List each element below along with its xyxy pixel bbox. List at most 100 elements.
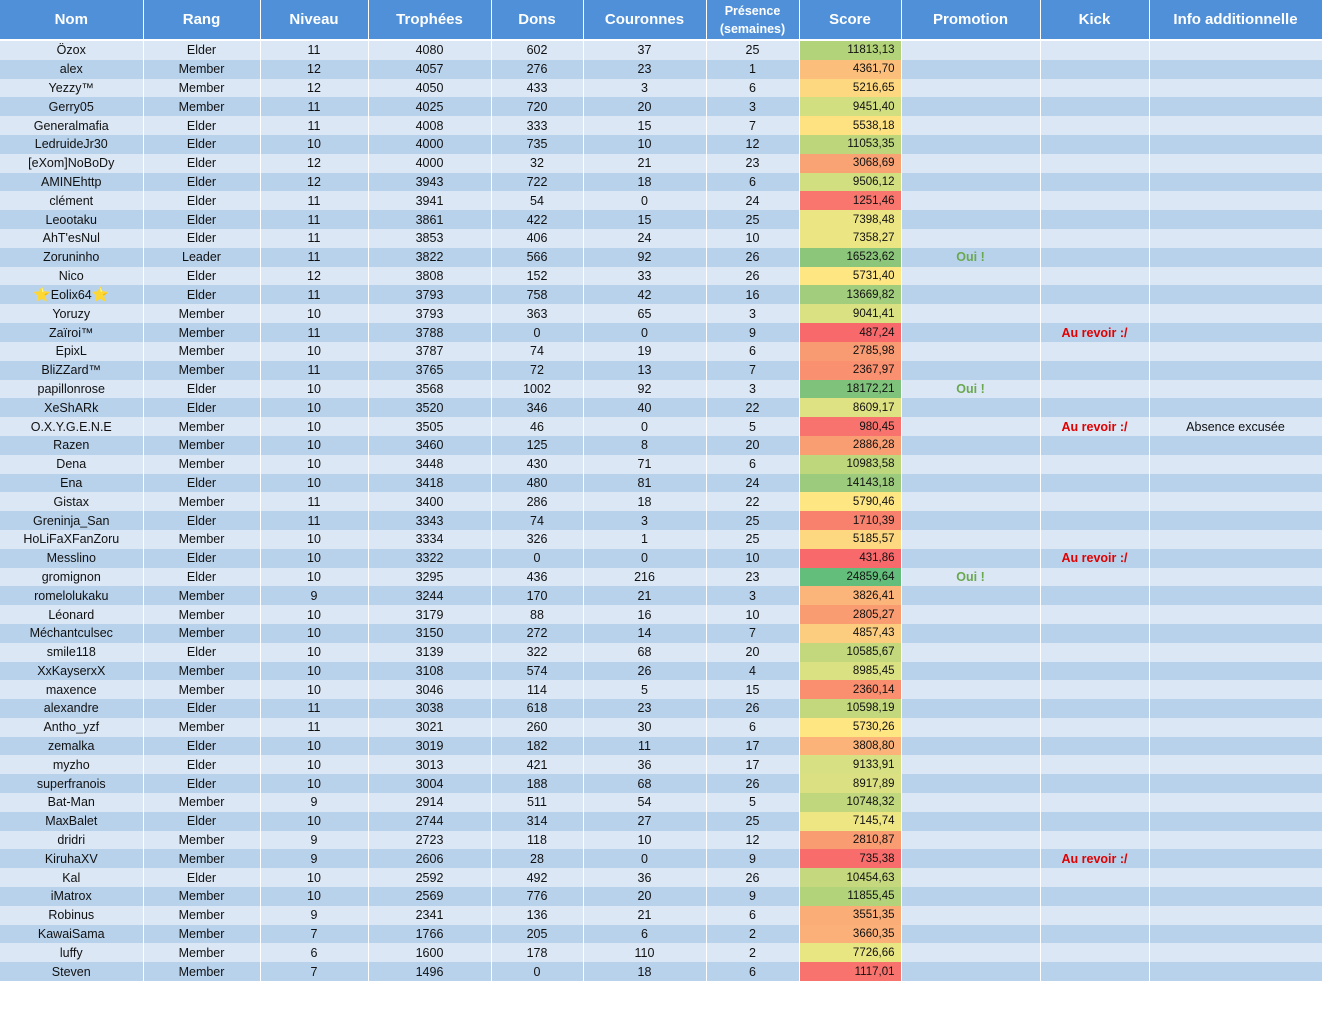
crowns-cell[interactable]: 26 xyxy=(583,661,707,681)
promotion-cell[interactable] xyxy=(901,755,1041,775)
name-cell[interactable]: Messlino xyxy=(0,548,144,568)
name-cell[interactable]: Méchantculsec xyxy=(0,623,144,643)
score-cell[interactable]: 4361,70 xyxy=(799,59,902,79)
kick-cell[interactable]: Au revoir :/ xyxy=(1040,323,1150,342)
crowns-cell[interactable]: 15 xyxy=(583,116,707,135)
promotion-cell[interactable] xyxy=(901,285,1041,305)
kick-cell[interactable] xyxy=(1040,473,1150,493)
score-cell[interactable]: 487,24 xyxy=(799,323,902,342)
presence-cell[interactable]: 3 xyxy=(706,379,800,399)
score-cell[interactable]: 10585,67 xyxy=(799,642,902,662)
presence-cell[interactable]: 6 xyxy=(706,172,800,192)
donations-cell[interactable]: 46 xyxy=(491,417,584,436)
kick-cell[interactable] xyxy=(1040,360,1150,380)
kick-cell[interactable] xyxy=(1040,755,1150,775)
score-cell[interactable]: 7358,27 xyxy=(799,228,902,248)
promotion-cell[interactable] xyxy=(901,642,1041,662)
crowns-cell[interactable]: 33 xyxy=(583,266,707,286)
promotion-cell[interactable] xyxy=(901,228,1041,248)
name-cell[interactable]: ⭐Eolix64⭐ xyxy=(0,285,144,305)
level-cell[interactable]: 12 xyxy=(260,153,369,173)
rank-cell[interactable]: Member xyxy=(143,943,261,963)
promotion-cell[interactable] xyxy=(901,774,1041,794)
name-cell[interactable]: MaxBalet xyxy=(0,811,144,831)
name-cell[interactable]: EpixL xyxy=(0,341,144,361)
donations-cell[interactable]: 436 xyxy=(491,567,584,587)
column-header-presence[interactable]: Présence (semaines) xyxy=(706,0,800,41)
score-cell[interactable]: 3660,35 xyxy=(799,924,902,944)
score-cell[interactable]: 8917,89 xyxy=(799,774,902,794)
info-cell[interactable] xyxy=(1149,116,1322,135)
crowns-cell[interactable]: 40 xyxy=(583,398,707,418)
level-cell[interactable]: 11 xyxy=(260,97,369,117)
trophies-cell[interactable]: 3004 xyxy=(368,774,492,794)
level-cell[interactable]: 10 xyxy=(260,435,369,455)
presence-cell[interactable]: 25 xyxy=(706,40,800,60)
trophies-cell[interactable]: 4000 xyxy=(368,153,492,173)
donations-cell[interactable]: 480 xyxy=(491,473,584,493)
promotion-cell[interactable] xyxy=(901,830,1041,850)
level-cell[interactable]: 10 xyxy=(260,454,369,474)
donations-cell[interactable]: 136 xyxy=(491,905,584,925)
donations-cell[interactable]: 326 xyxy=(491,529,584,549)
level-cell[interactable]: 10 xyxy=(260,623,369,643)
score-cell[interactable]: 5538,18 xyxy=(799,116,902,135)
kick-cell[interactable] xyxy=(1040,379,1150,399)
table-row[interactable]: iMatrox Member 10 2569 776 20 9 11855,45 xyxy=(0,887,1322,906)
rank-cell[interactable]: Elder xyxy=(143,642,261,662)
table-row[interactable]: Gistax Member 11 3400 286 18 22 5790,46 xyxy=(0,492,1322,512)
crowns-cell[interactable]: 11 xyxy=(583,736,707,756)
trophies-cell[interactable]: 2341 xyxy=(368,905,492,925)
score-cell[interactable]: 5216,65 xyxy=(799,78,902,98)
kick-cell[interactable] xyxy=(1040,905,1150,925)
trophies-cell[interactable]: 3334 xyxy=(368,529,492,549)
promotion-cell[interactable] xyxy=(901,793,1041,812)
kick-cell[interactable] xyxy=(1040,59,1150,79)
table-row[interactable]: papillonrose Elder 10 3568 1002 92 3 18172,21 Ou… xyxy=(0,379,1322,399)
trophies-cell[interactable]: 3765 xyxy=(368,360,492,380)
presence-cell[interactable]: 9 xyxy=(706,323,800,342)
kick-cell[interactable] xyxy=(1040,285,1150,305)
kick-cell[interactable] xyxy=(1040,811,1150,831)
presence-cell[interactable]: 9 xyxy=(706,849,800,869)
name-cell[interactable]: Dena xyxy=(0,454,144,474)
kick-cell[interactable] xyxy=(1040,774,1150,794)
kick-cell[interactable] xyxy=(1040,887,1150,906)
level-cell[interactable]: 10 xyxy=(260,398,369,418)
score-cell[interactable]: 3826,41 xyxy=(799,586,902,606)
name-cell[interactable]: Robinus xyxy=(0,905,144,925)
info-cell[interactable] xyxy=(1149,172,1322,192)
trophies-cell[interactable]: 3793 xyxy=(368,285,492,305)
kick-cell[interactable] xyxy=(1040,228,1150,248)
promotion-cell[interactable] xyxy=(901,341,1041,361)
kick-cell[interactable] xyxy=(1040,623,1150,643)
name-cell[interactable]: gromignon xyxy=(0,567,144,587)
trophies-cell[interactable]: 2914 xyxy=(368,793,492,812)
presence-cell[interactable]: 10 xyxy=(706,548,800,568)
donations-cell[interactable]: 260 xyxy=(491,717,584,737)
donations-cell[interactable]: 322 xyxy=(491,642,584,662)
name-cell[interactable]: Leootaku xyxy=(0,210,144,229)
kick-cell[interactable] xyxy=(1040,924,1150,944)
info-cell[interactable] xyxy=(1149,511,1322,530)
kick-cell[interactable] xyxy=(1040,78,1150,98)
info-cell[interactable] xyxy=(1149,830,1322,850)
crowns-cell[interactable]: 0 xyxy=(583,849,707,869)
rank-cell[interactable]: Member xyxy=(143,962,261,982)
rank-cell[interactable]: Elder xyxy=(143,868,261,888)
table-row[interactable]: gromignon Elder 10 3295 436 216 23 24859,64 Oui … xyxy=(0,567,1322,587)
name-cell[interactable]: HoLiFaXFanZoru xyxy=(0,529,144,549)
table-row[interactable]: Yezzy™ Member 12 4050 433 3 6 5216,65 xyxy=(0,78,1322,98)
kick-cell[interactable]: Au revoir :/ xyxy=(1040,849,1150,869)
donations-cell[interactable]: 28 xyxy=(491,849,584,869)
promotion-cell[interactable] xyxy=(901,943,1041,963)
kick-cell[interactable] xyxy=(1040,492,1150,512)
info-cell[interactable] xyxy=(1149,793,1322,812)
presence-cell[interactable]: 26 xyxy=(706,266,800,286)
trophies-cell[interactable]: 3941 xyxy=(368,191,492,211)
trophies-cell[interactable]: 3568 xyxy=(368,379,492,399)
crowns-cell[interactable]: 92 xyxy=(583,379,707,399)
info-cell[interactable] xyxy=(1149,153,1322,173)
donations-cell[interactable]: 421 xyxy=(491,755,584,775)
presence-cell[interactable]: 25 xyxy=(706,811,800,831)
